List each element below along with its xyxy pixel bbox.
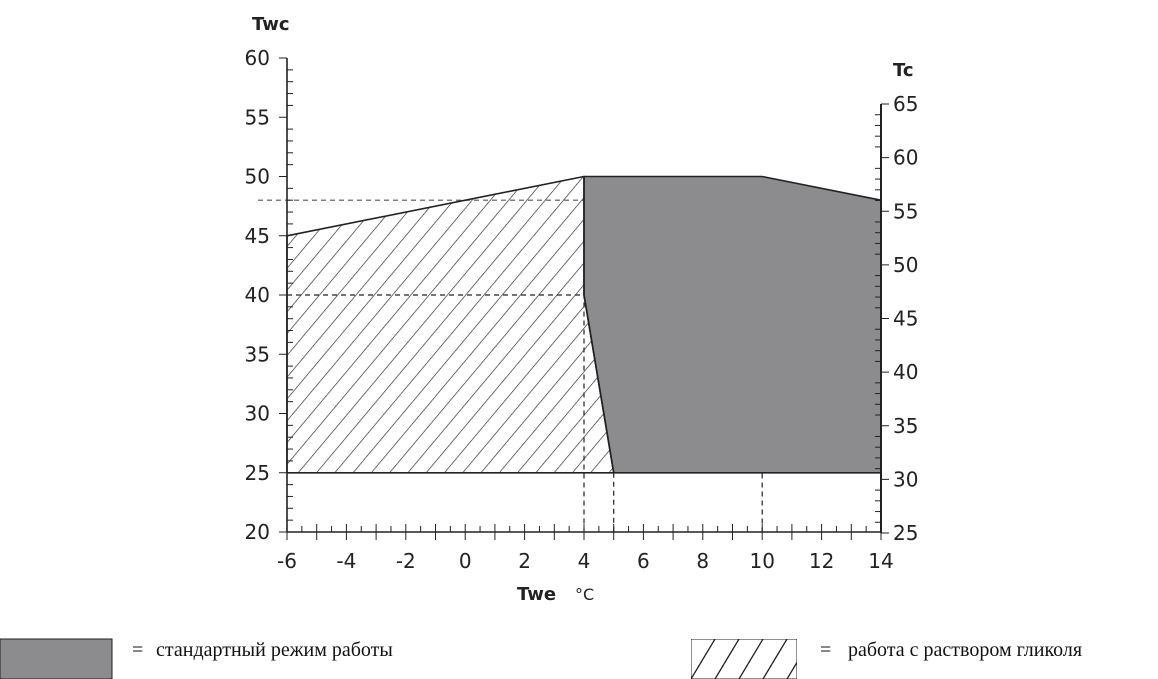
- y-left-tick-label: 45: [245, 224, 270, 248]
- y-left-tick-label: 30: [245, 402, 270, 426]
- legend-swatch-standard: [0, 638, 113, 679]
- y-right-tick-label: 55: [893, 199, 918, 223]
- legend: = стандартный режим работы = работа с ра…: [0, 638, 1082, 679]
- y-right-tick-label: 25: [893, 521, 918, 545]
- legend-equals-standard: =: [132, 639, 143, 661]
- y-left-tick-label: 60: [245, 46, 270, 70]
- x-tick-label: -2: [396, 549, 416, 573]
- x-tick-label: 12: [809, 549, 834, 573]
- y-left-tick-label: 55: [245, 105, 270, 129]
- legend-swatch-glycol: [691, 639, 797, 679]
- y-right-tick-label: 65: [893, 92, 918, 116]
- legend-equals-glycol: =: [820, 639, 831, 661]
- y-right-tick-label: 45: [893, 307, 918, 331]
- y-left-tick-label: 35: [245, 342, 270, 366]
- x-tick-label: 4: [578, 549, 591, 573]
- x-tick-label: 6: [637, 549, 650, 573]
- y-right-axis-title: Tc: [893, 60, 914, 81]
- x-tick-label: 14: [868, 549, 893, 573]
- y-right-tick-label: 40: [893, 360, 918, 384]
- x-tick-label: 2: [518, 549, 531, 573]
- y-left-axis-title: Twc: [252, 14, 290, 35]
- areas: [286, 175, 882, 474]
- legend-label-standard: стандартный режим работы: [156, 639, 393, 661]
- y-left-tick-label: 25: [245, 461, 270, 485]
- y-left-tick-label: 20: [245, 520, 270, 544]
- x-axis-title: Twe: [517, 584, 556, 605]
- x-tick-label: -4: [336, 549, 356, 573]
- y-left-tick-label: 40: [245, 283, 270, 307]
- glycol-area: [286, 175, 615, 474]
- y-right-tick-label: 50: [893, 253, 918, 277]
- legend-label-glycol: работа с раствором гликоля: [848, 639, 1082, 661]
- x-tick-label: -6: [277, 549, 297, 573]
- standard-area: [583, 175, 882, 474]
- y-right-tick-label: 35: [893, 414, 918, 438]
- y-right-tick-label: 30: [893, 467, 918, 491]
- x-tick-label: 0: [459, 549, 472, 573]
- x-tick-label: 8: [696, 549, 709, 573]
- y-left-tick-label: 50: [245, 165, 270, 189]
- y-right-tick-label: 60: [893, 146, 918, 170]
- x-tick-label: 10: [749, 549, 774, 573]
- x-axis-unit: °C: [575, 585, 594, 604]
